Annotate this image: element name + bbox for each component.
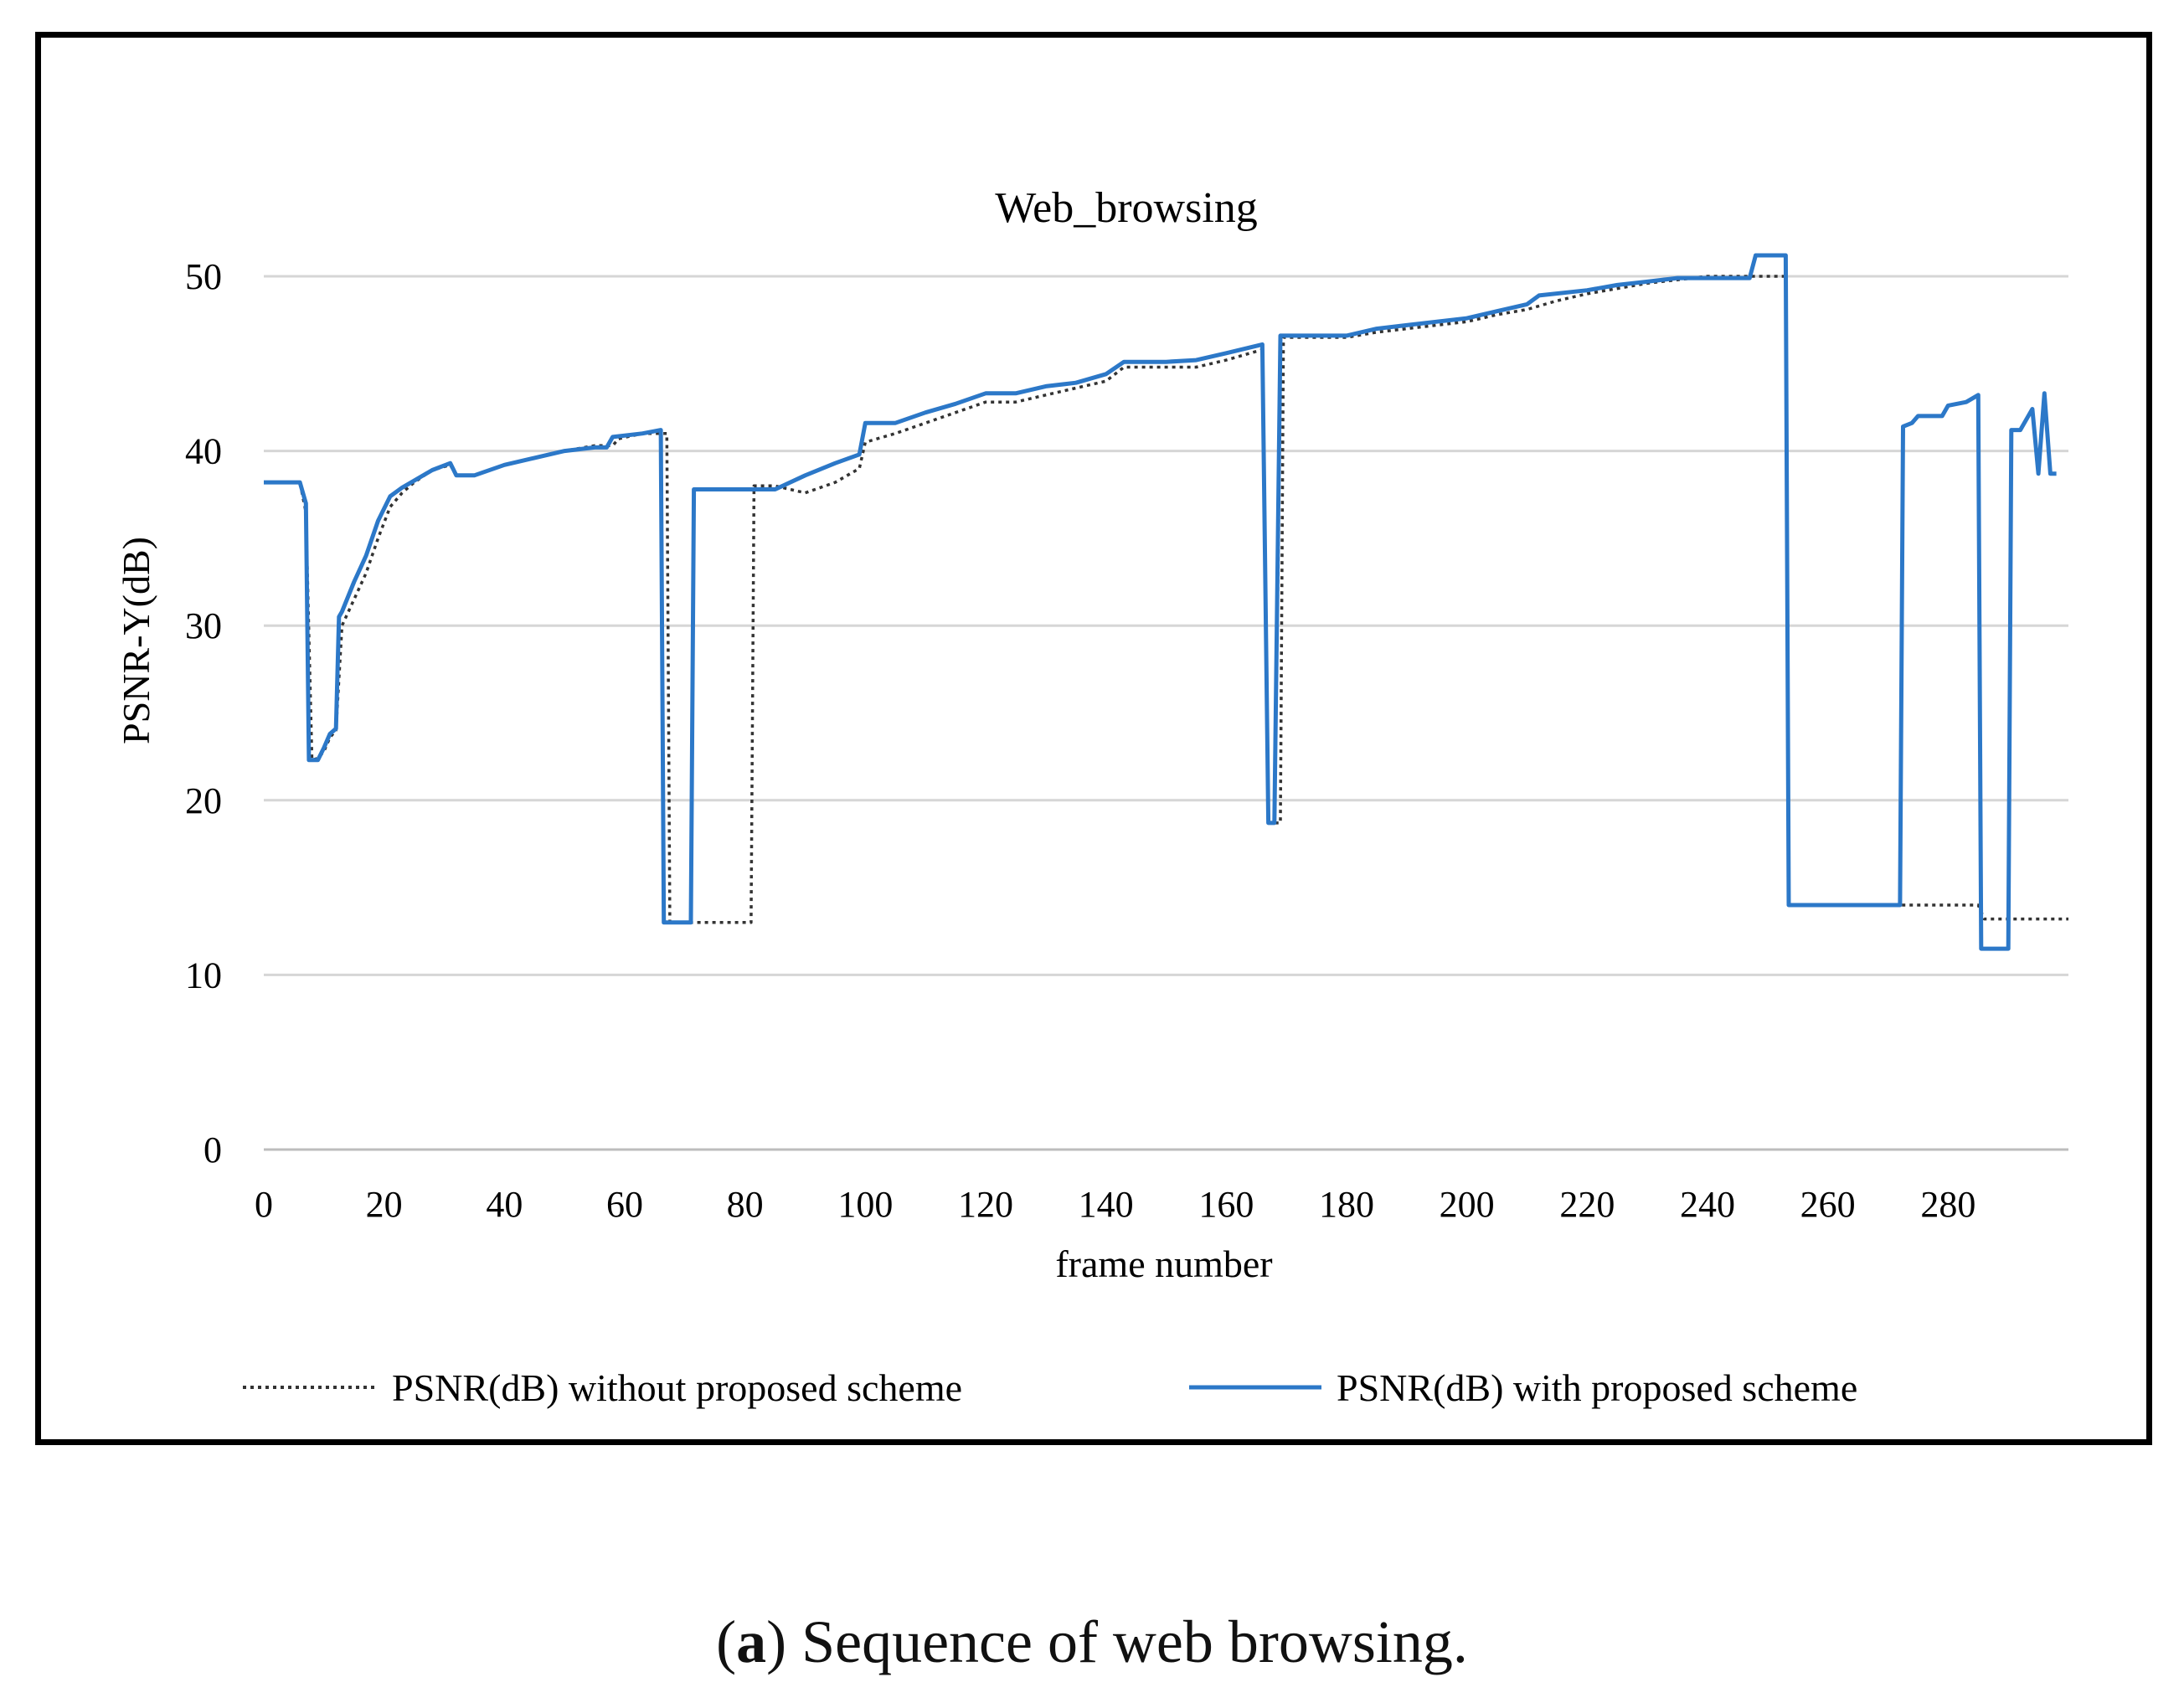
caption-label: a — [736, 1608, 767, 1675]
caption-text: Sequence of web browsing. — [801, 1608, 1468, 1675]
legend-label-with: PSNR(dB) with proposed scheme — [1337, 1366, 1857, 1409]
x-tick-label: 120 — [958, 1184, 1013, 1225]
y-tick-label: 30 — [185, 605, 222, 646]
x-tick-label: 260 — [1800, 1184, 1856, 1225]
x-tick-label: 140 — [1079, 1184, 1134, 1225]
series-line-without-proposed — [264, 275, 2068, 924]
x-tick-label: 240 — [1680, 1184, 1735, 1225]
y-tick-label: 50 — [185, 256, 222, 297]
y-tick-label: 40 — [185, 431, 222, 472]
chart-title: Web_browsing — [995, 184, 1258, 232]
x-tick-label: 280 — [1920, 1184, 1975, 1225]
x-tick-label: 0 — [255, 1184, 273, 1225]
y-axis-label: PSNR-Y(dB) — [115, 537, 157, 744]
chart: 0 10 20 30 40 50 0 20 40 60 80 100 120 140 160 180 200 22… — [115, 184, 2068, 1409]
y-tick-label: 20 — [185, 780, 222, 821]
x-tick-label: 220 — [1559, 1184, 1615, 1225]
x-tick-label: 100 — [837, 1184, 893, 1225]
x-tick-label: 180 — [1319, 1184, 1374, 1225]
series-line-with-proposed — [264, 253, 2057, 951]
figure-caption: (a) Sequence of web browsing. — [716, 1608, 1468, 1675]
x-tick-label: 80 — [727, 1184, 764, 1225]
x-tick-label: 60 — [606, 1184, 643, 1225]
y-tick-label: 10 — [185, 954, 222, 995]
y-tick-label: 0 — [203, 1129, 222, 1170]
x-axis-label: frame number — [1055, 1242, 1272, 1285]
x-tick-label: 20 — [366, 1184, 403, 1225]
tick-labels: 0 10 20 30 40 50 0 20 40 60 80 100 120 140 160 180 200 22… — [185, 256, 1975, 1225]
x-tick-label: 160 — [1198, 1184, 1254, 1225]
x-tick-label: 40 — [486, 1184, 523, 1225]
legend: PSNR(dB) without proposed scheme PSNR(dB… — [243, 1366, 1857, 1409]
x-tick-label: 200 — [1440, 1184, 1495, 1225]
series-lines — [264, 253, 2068, 951]
figure-frame — [35, 32, 2152, 1445]
grid-lines — [264, 275, 2068, 1151]
legend-label-without: PSNR(dB) without proposed scheme — [392, 1366, 962, 1409]
